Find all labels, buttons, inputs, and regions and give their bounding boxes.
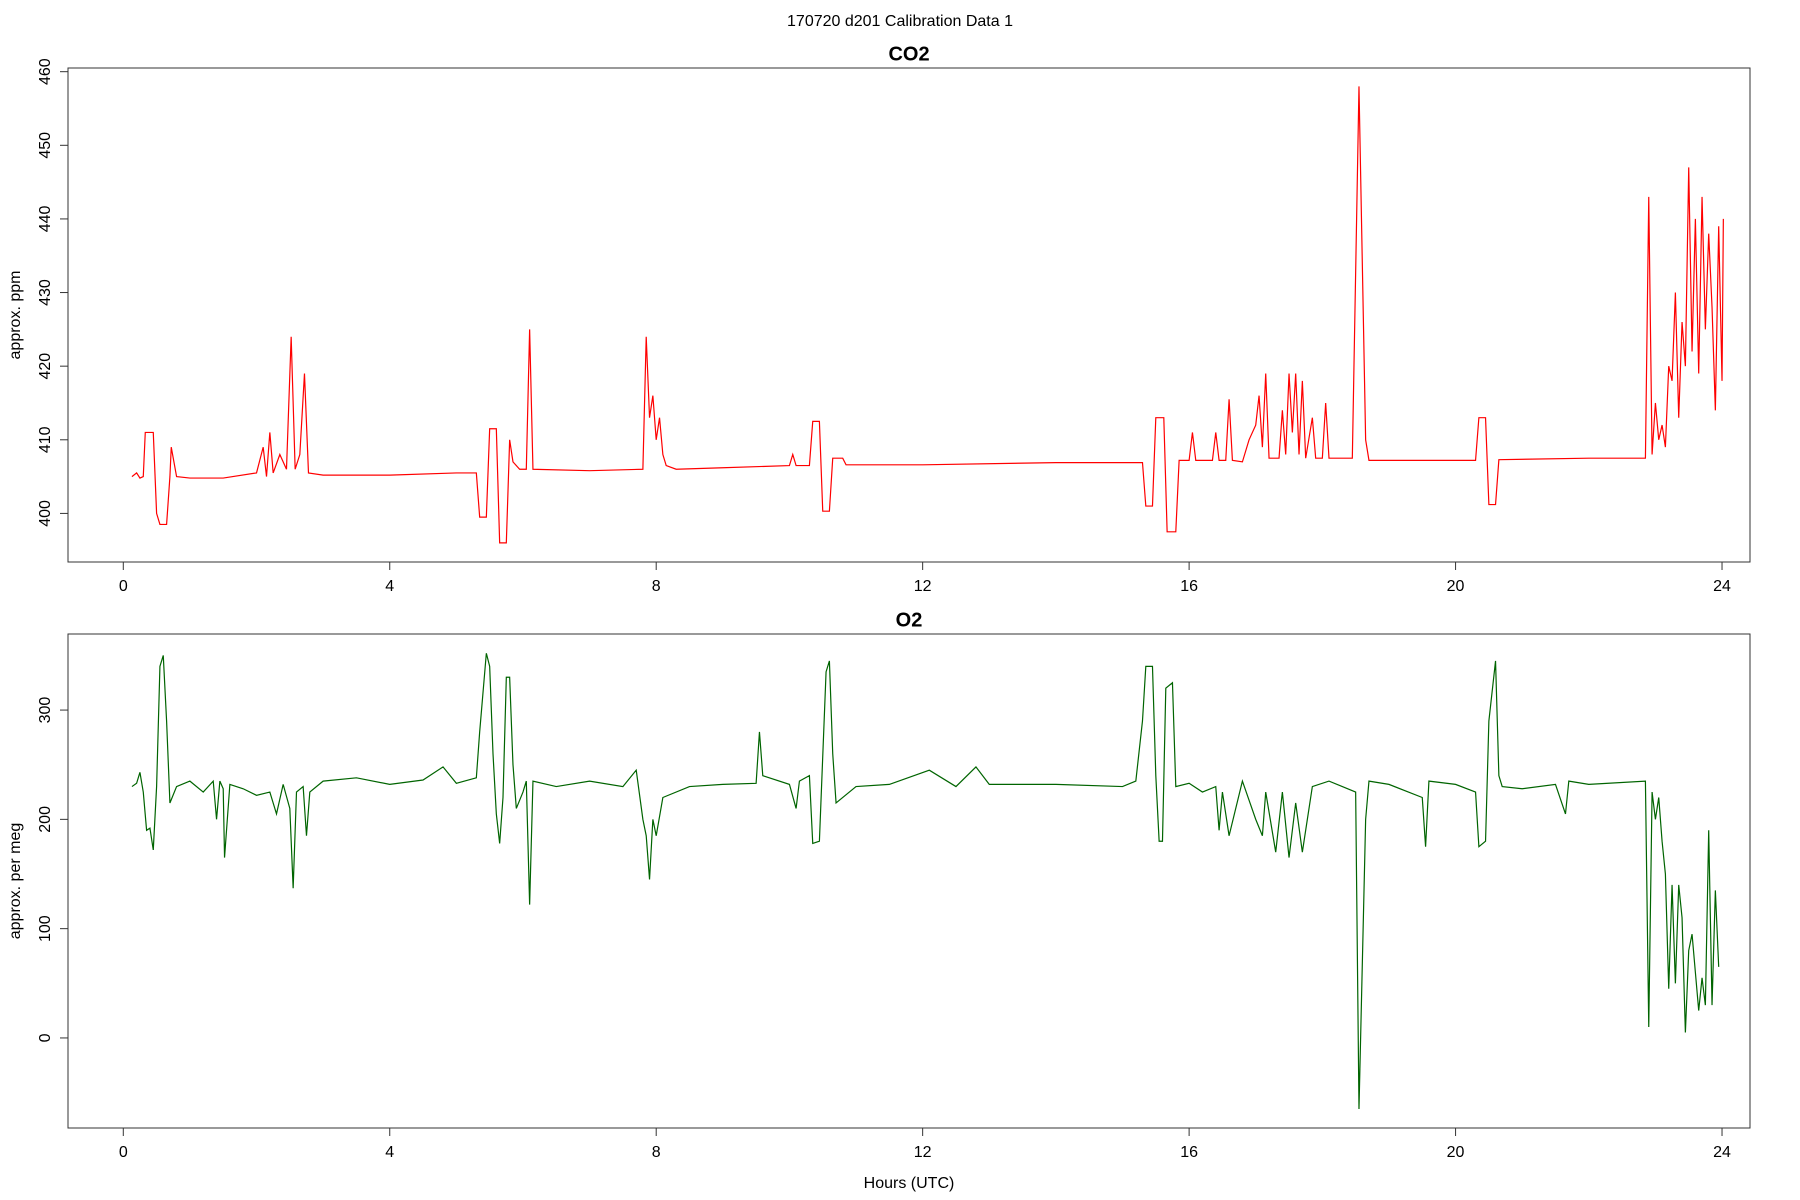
y-tick-label: 420 xyxy=(37,353,54,380)
x-tick-label: 16 xyxy=(1180,578,1198,595)
plot-frame xyxy=(67,633,1751,1129)
x-tick-label: 24 xyxy=(1713,578,1731,595)
y-axis-label: approx. ppm xyxy=(7,271,24,360)
y-tick-label: 410 xyxy=(37,426,54,453)
x-tick-label: 0 xyxy=(119,1144,128,1161)
data-line xyxy=(131,653,1720,1109)
x-tick-label: 24 xyxy=(1713,1144,1731,1161)
y-axis-label: approx. per meg xyxy=(7,823,24,940)
y-tick-label: 100 xyxy=(37,915,54,942)
y-tick-label: 300 xyxy=(37,697,54,724)
plot-title: O2 xyxy=(896,609,923,631)
x-tick-label: 4 xyxy=(385,1144,394,1161)
x-tick-label: 4 xyxy=(385,578,394,595)
x-tick-label: 16 xyxy=(1180,1144,1198,1161)
y-tick-label: 0 xyxy=(37,1033,54,1042)
x-tick-label: 12 xyxy=(914,578,932,595)
y-tick-label: 400 xyxy=(37,500,54,527)
y-tick-label: 430 xyxy=(37,279,54,306)
x-tick-label: 0 xyxy=(119,578,128,595)
x-tick-label: 12 xyxy=(914,1144,932,1161)
x-tick-label: 20 xyxy=(1447,578,1465,595)
x-axis-label: Hours (UTC) xyxy=(864,1175,955,1192)
x-tick-label: 8 xyxy=(652,578,661,595)
x-tick-label: 20 xyxy=(1447,1144,1465,1161)
y-tick-label: 450 xyxy=(37,132,54,159)
y-tick-label: 200 xyxy=(37,806,54,833)
y-tick-label: 440 xyxy=(37,205,54,232)
page-title: 170720 d201 Calibration Data 1 xyxy=(787,13,1013,30)
plot-title: CO2 xyxy=(888,43,929,65)
plot-frame xyxy=(67,67,1751,563)
y-tick-label: 460 xyxy=(37,58,54,85)
x-tick-label: 8 xyxy=(652,1144,661,1161)
data-line xyxy=(131,86,1724,544)
